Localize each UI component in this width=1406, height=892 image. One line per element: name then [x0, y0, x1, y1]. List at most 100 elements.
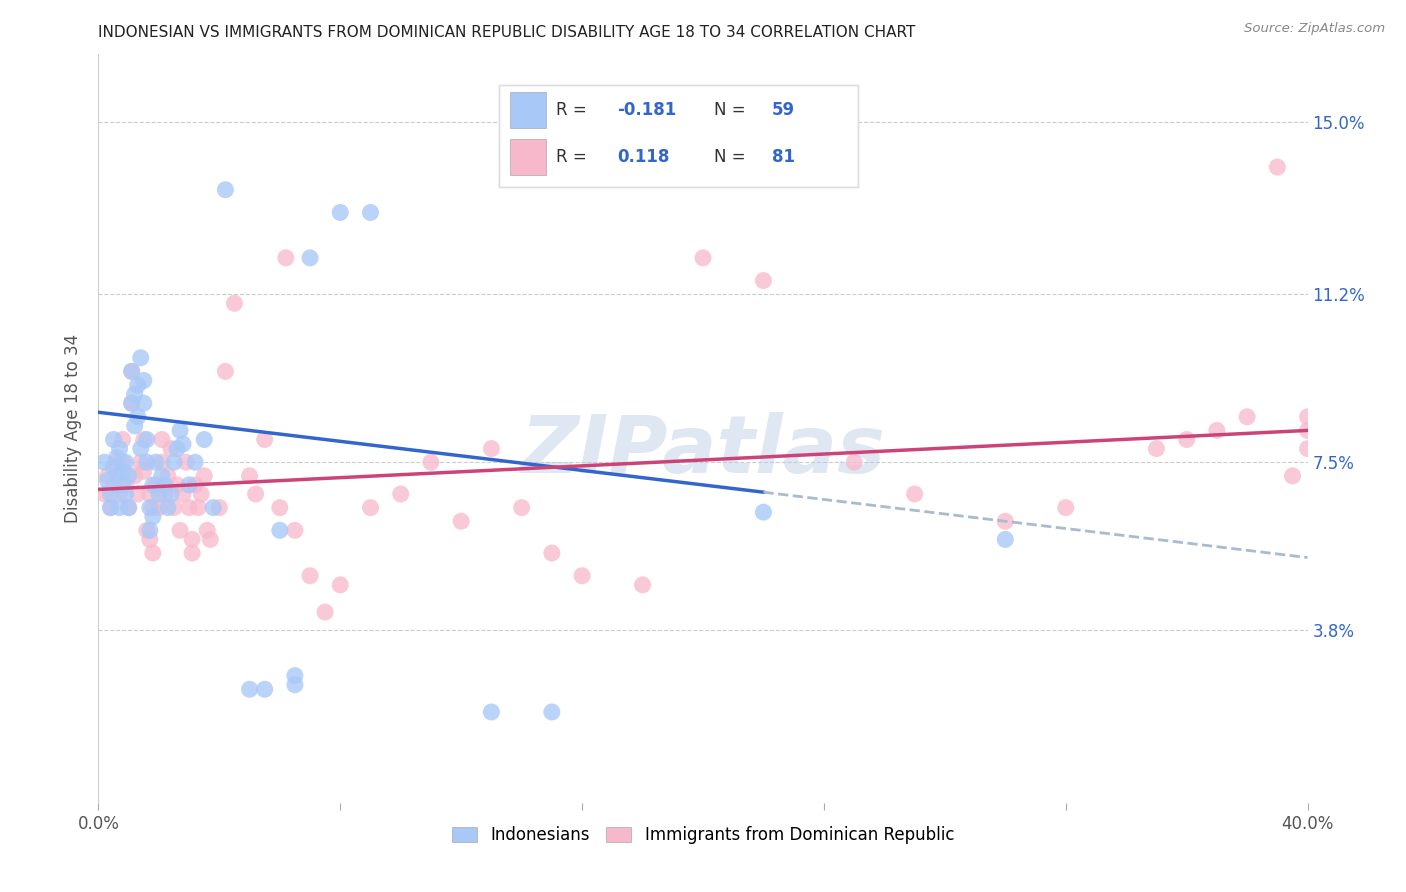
Point: [150, 468, 173, 483]
Point: [284, 524, 307, 538]
Point: [132, 433, 155, 447]
Point: [329, 205, 352, 219]
Point: [114, 455, 136, 469]
Point: [172, 487, 194, 501]
Point: [124, 387, 146, 401]
Point: [160, 487, 183, 501]
Point: [253, 682, 276, 697]
Text: INDONESIAN VS IMMIGRANTS FROM DOMINICAN REPUBLIC DISABILITY AGE 18 TO 34 CORRELA: INDONESIAN VS IMMIGRANTS FROM DOMINICAN …: [98, 25, 915, 40]
Legend: Indonesians, Immigrants from Dominican Republic: Indonesians, Immigrants from Dominican R…: [446, 820, 960, 851]
Point: [114, 487, 136, 501]
Point: [904, 487, 927, 501]
Point: [510, 500, 533, 515]
Point: [111, 464, 134, 478]
Point: [166, 478, 188, 492]
Point: [299, 568, 322, 582]
Point: [132, 374, 155, 388]
Point: [166, 442, 188, 456]
Point: [135, 433, 157, 447]
Text: ZIPatlas: ZIPatlas: [520, 411, 886, 490]
Point: [752, 274, 775, 288]
Point: [139, 500, 162, 515]
Point: [129, 351, 152, 365]
Point: [245, 487, 267, 501]
Text: -0.181: -0.181: [617, 102, 676, 120]
Point: [129, 442, 152, 456]
Point: [200, 533, 222, 547]
Point: [274, 251, 297, 265]
Point: [93, 455, 115, 469]
Point: [105, 455, 128, 469]
Point: [150, 433, 173, 447]
Point: [187, 500, 209, 515]
Point: [96, 474, 118, 488]
Point: [160, 442, 183, 456]
Point: [1206, 424, 1229, 438]
Point: [132, 464, 155, 478]
Point: [1281, 468, 1303, 483]
Bar: [510, 92, 546, 128]
Point: [145, 478, 167, 492]
Point: [314, 605, 336, 619]
Point: [389, 487, 412, 501]
Text: 0.118: 0.118: [617, 148, 669, 166]
Point: [108, 487, 131, 501]
Point: [153, 478, 176, 492]
Point: [124, 468, 146, 483]
Point: [994, 533, 1017, 547]
Point: [142, 546, 165, 560]
Point: [692, 251, 714, 265]
Point: [169, 524, 191, 538]
Point: [172, 437, 194, 451]
Text: 59: 59: [772, 102, 794, 120]
Point: [994, 514, 1017, 528]
Point: [190, 487, 212, 501]
Point: [284, 668, 307, 682]
Point: [481, 705, 503, 719]
Point: [239, 468, 262, 483]
Point: [269, 524, 291, 538]
Point: [299, 251, 322, 265]
Point: [93, 487, 115, 501]
Point: [100, 500, 122, 515]
Point: [481, 442, 503, 456]
Point: [540, 705, 562, 719]
Point: [127, 378, 149, 392]
Point: [135, 524, 157, 538]
Point: [111, 433, 134, 447]
Point: [139, 524, 162, 538]
Point: [224, 296, 246, 310]
Point: [148, 487, 170, 501]
Point: [121, 364, 143, 378]
Point: [153, 487, 176, 501]
Y-axis label: Disability Age 18 to 34: Disability Age 18 to 34: [65, 334, 83, 523]
Point: [1296, 424, 1319, 438]
Point: [100, 487, 122, 501]
Point: [540, 546, 562, 560]
Point: [105, 450, 128, 465]
Point: [752, 505, 775, 519]
Point: [156, 468, 179, 483]
Point: [163, 500, 186, 515]
Point: [103, 459, 125, 474]
Point: [118, 500, 141, 515]
Point: [450, 514, 472, 528]
Point: [184, 478, 207, 492]
Point: [139, 533, 162, 547]
Point: [195, 524, 218, 538]
Point: [169, 424, 191, 438]
Point: [253, 433, 276, 447]
Point: [1267, 160, 1289, 174]
Point: [208, 500, 231, 515]
Point: [571, 568, 593, 582]
Point: [269, 500, 291, 515]
Point: [142, 509, 165, 524]
Point: [1236, 409, 1258, 424]
Text: R =: R =: [557, 148, 592, 166]
Point: [360, 500, 382, 515]
Point: [114, 478, 136, 492]
Text: N =: N =: [714, 148, 751, 166]
Point: [844, 455, 866, 469]
Text: R =: R =: [557, 102, 592, 120]
Point: [181, 533, 204, 547]
